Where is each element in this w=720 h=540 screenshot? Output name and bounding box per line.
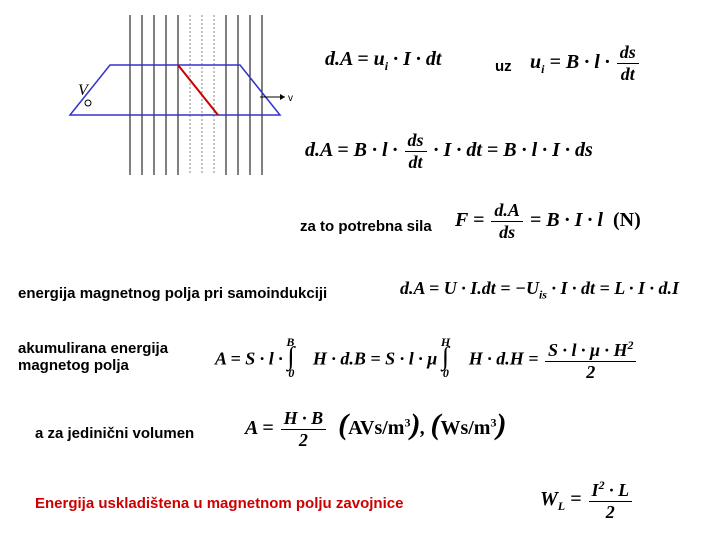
formula-WL: WL = I2 · L2	[540, 478, 634, 523]
field-diagram: V v	[60, 15, 300, 175]
label-uskladistena: Energija uskladištena u magnetnom polju …	[35, 495, 403, 512]
label-jedinicni: a za jedinični volumen	[35, 425, 194, 442]
label-za-to: za to potrebna sila	[300, 218, 432, 235]
formula-dA-U: d.A = U · I.dt = −Uis · I · dt = L · I ·…	[400, 278, 679, 303]
svg-text:v: v	[288, 93, 293, 104]
formula-dA-1: d.A = ui · I · dt	[325, 48, 441, 74]
label-akumulirana: akumulirana energija magnetog polja	[18, 340, 168, 374]
formula-dA-2: d.A = B · l · dsdt · I · dt = B · l · I …	[305, 130, 593, 173]
label-uz: uz	[495, 58, 512, 75]
formula-ui: ui = B · l · dsdt	[530, 42, 641, 85]
formula-A-integral: A = S · l · ∫0B H · d.B = S · l · μ ∫0H …	[215, 338, 638, 383]
svg-text:V: V	[78, 82, 90, 99]
formula-A-HB: A = H · B2 (AVs/m3), (Ws/m3)	[245, 408, 506, 451]
formula-F: F = d.Ads = B · I · l (N)	[455, 200, 641, 243]
label-energija-samo: energija magnetnog polja pri samoindukci…	[18, 285, 327, 302]
